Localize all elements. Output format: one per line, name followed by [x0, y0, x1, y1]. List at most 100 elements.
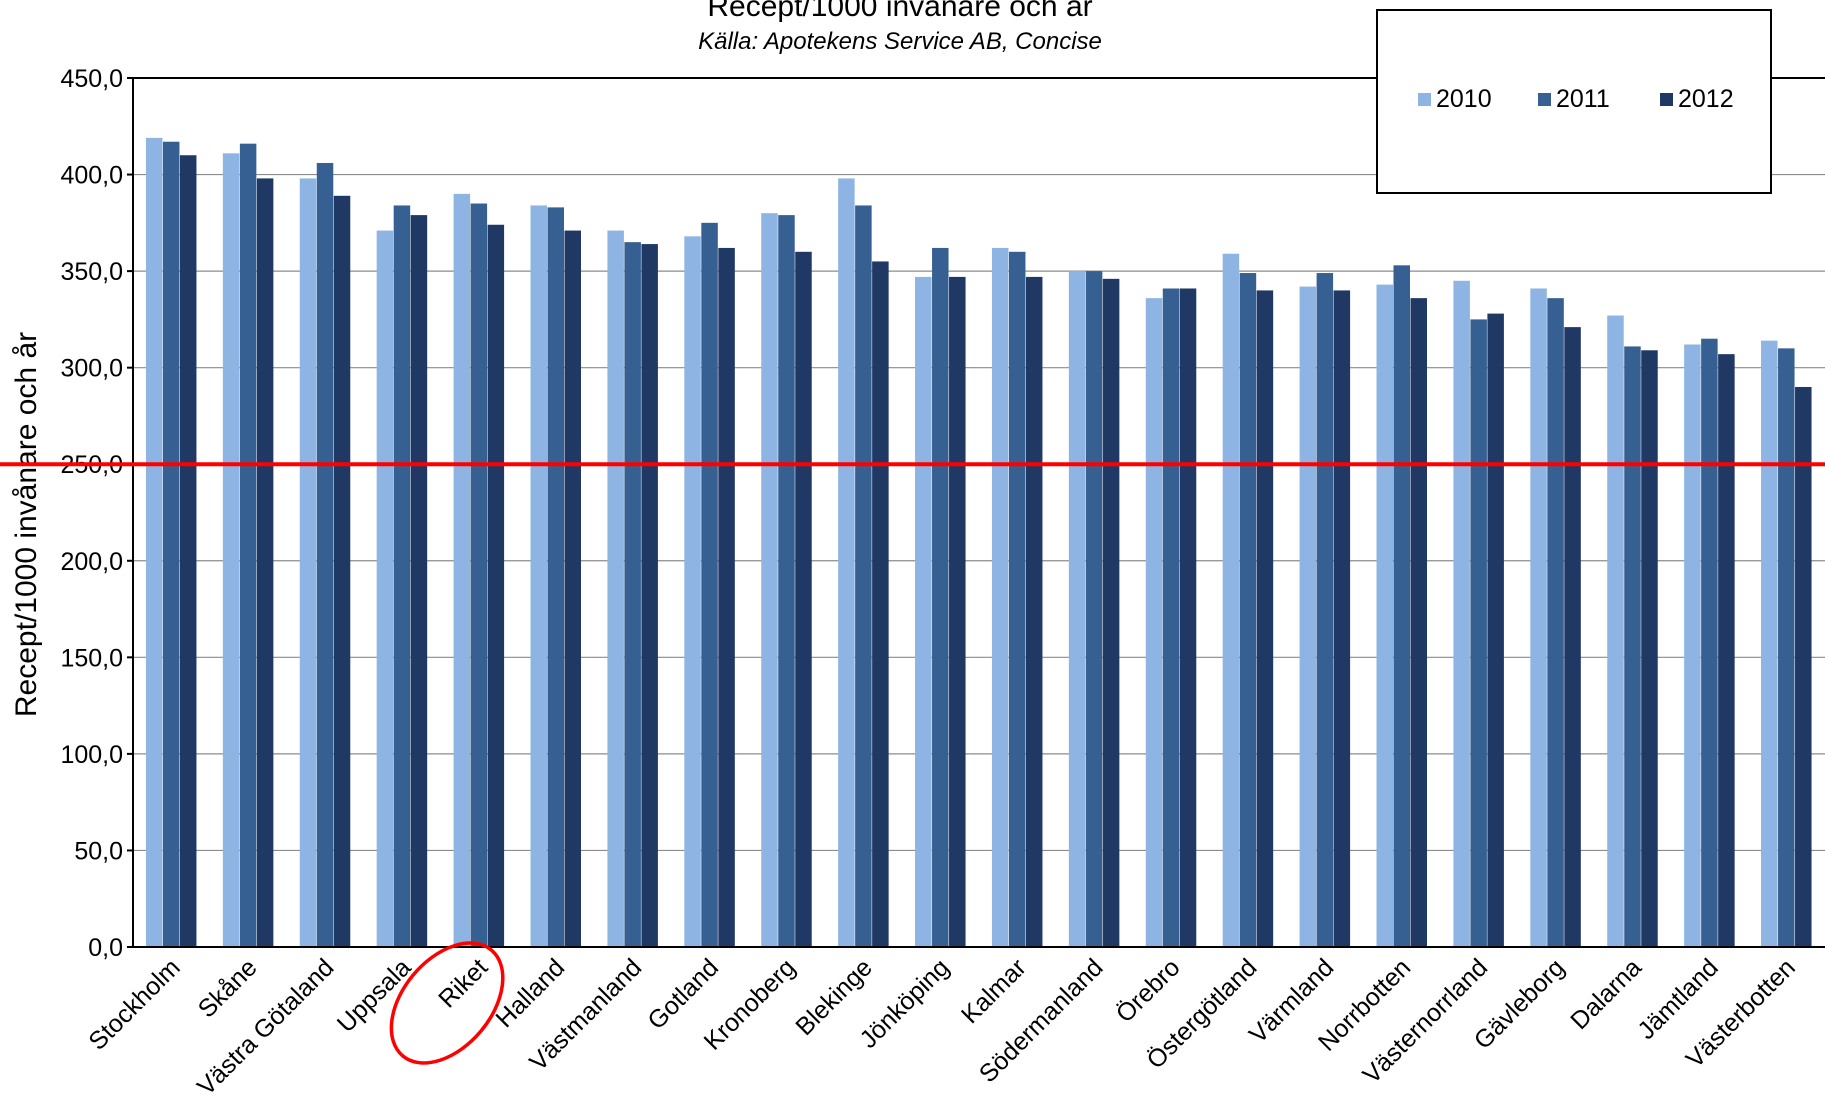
bar-2011-halland [547, 207, 564, 947]
bar-2012-jämtland [1718, 354, 1735, 947]
bar-2012-västernorrland [1487, 313, 1504, 947]
bar-2012-uppsala [410, 215, 428, 947]
bar-2010-örebro [1145, 298, 1163, 947]
y-tick-label: 300,0 [60, 355, 123, 383]
y-tick-label: 0,0 [88, 934, 123, 962]
legend-label-2011: 2011 [1556, 85, 1610, 113]
bar-2012-värmland [1333, 290, 1351, 947]
x-tick-label: Skåne [193, 953, 263, 1023]
bar-2011-östergötland [1239, 273, 1257, 947]
bar-2011-gotland [701, 222, 718, 948]
bar-2010-södermanland [1068, 271, 1086, 948]
bar-2011-uppsala [393, 205, 411, 947]
bar-2012-halland [564, 230, 581, 947]
bar-2012-västerbotten [1795, 386, 1812, 947]
bar-2011-jönköping [932, 247, 949, 948]
reference-overlay [0, 462, 1825, 1065]
legend-item-2012: 2012 [1660, 85, 1734, 114]
y-axis-title: Recept/1000 invånare och år [10, 332, 43, 717]
axes-layer [127, 77, 1825, 948]
bar-2011-södermanland [1085, 271, 1103, 948]
x-tick-label: Stockholm [83, 953, 185, 1055]
y-tick-label: 100,0 [60, 741, 123, 769]
bar-2010-jönköping [915, 276, 932, 948]
bar-2012-kronoberg [795, 251, 812, 948]
bar-2010-norrbotten [1376, 284, 1393, 947]
bar-2012-kalmar [1025, 276, 1043, 948]
bar-2011-norrbotten [1393, 265, 1410, 948]
legend-swatch-2011 [1538, 93, 1551, 106]
y-tick-label: 400,0 [60, 162, 123, 190]
bar-2010-halland [530, 205, 547, 947]
bar-2010-blekinge [838, 178, 855, 947]
bar-2012-gotland [718, 247, 735, 948]
bar-2012-norrbotten [1410, 298, 1427, 947]
y-tick-label: 150,0 [60, 644, 123, 672]
x-tick-label: Västra Götaland [192, 953, 340, 1101]
legend-item-2011: 2011 [1538, 85, 1610, 114]
bar-2010-dalarna [1607, 315, 1624, 947]
bar-2012-riket [487, 224, 505, 947]
x-tick-label: Uppsala [332, 953, 417, 1038]
highlight-circle [389, 941, 505, 1065]
bar-2011-blekinge [855, 205, 872, 947]
bar-2010-östergötland [1222, 253, 1240, 948]
bar-2010-kalmar [991, 247, 1009, 948]
bar-2010-gävleborg [1530, 288, 1547, 948]
bar-2012-stockholm [179, 155, 197, 947]
bar-2011-jämtland [1701, 338, 1718, 947]
bar-2012-västmanland [641, 244, 658, 947]
x-tick-label: Kalmar [956, 953, 1032, 1029]
y-tick-label: 450,0 [60, 65, 123, 93]
bar-2011-dalarna [1624, 346, 1641, 947]
legend-swatch-2012 [1660, 93, 1673, 106]
bar-2010-skåne [222, 153, 240, 947]
bar-2010-västernorrland [1453, 280, 1470, 947]
bar-2012-östergötland [1256, 290, 1274, 947]
bar-2010-riket [453, 193, 471, 947]
bar-2010-värmland [1299, 286, 1317, 947]
bar-2012-blekinge [872, 261, 889, 947]
bar-2012-södermanland [1102, 278, 1120, 947]
bar-2012-skåne [256, 178, 274, 947]
legend: 2010 2011 2012 [1376, 9, 1772, 194]
bar-2012-gävleborg [1564, 327, 1581, 947]
bar-2012-örebro [1179, 288, 1197, 948]
chart-title: Recept/1000 invånare och år [707, 0, 1093, 23]
bar-2010-stockholm [145, 137, 163, 947]
x-tick-label: Örebro [1111, 953, 1186, 1028]
legend-item-2010: 2010 [1418, 85, 1492, 114]
bar-2011-västerbotten [1778, 348, 1795, 947]
bar-2011-västra-götaland [316, 162, 334, 948]
y-tick-label: 350,0 [60, 258, 123, 286]
bar-2012-jönköping [949, 276, 966, 948]
bar-2011-riket [470, 203, 488, 947]
bar-2010-västerbotten [1761, 340, 1778, 947]
bar-2011-stockholm [162, 141, 180, 947]
bar-2011-västernorrland [1470, 319, 1487, 947]
bar-2011-örebro [1162, 288, 1180, 948]
bar-2012-västra-götaland [333, 195, 351, 947]
bar-2011-gävleborg [1547, 298, 1564, 947]
bar-2010-västmanland [607, 230, 624, 947]
bar-2011-västmanland [624, 242, 641, 948]
bar-2010-jämtland [1684, 344, 1701, 947]
chart-subtitle: Källa: Apotekens Service AB, Concise [698, 28, 1102, 55]
bar-2011-kalmar [1008, 251, 1026, 948]
bar-2012-dalarna [1641, 350, 1658, 948]
bar-2010-uppsala [376, 230, 394, 947]
bar-2010-västra-götaland [299, 178, 317, 947]
bar-2011-skåne [239, 143, 257, 947]
y-tick-label: 50,0 [74, 837, 123, 865]
legend-label-2012: 2012 [1678, 85, 1734, 113]
x-tick-label: Riket [433, 953, 493, 1013]
bar-2010-kronoberg [761, 213, 778, 947]
bar-2011-kronoberg [778, 215, 795, 947]
bars-layer [145, 137, 1812, 948]
y-tick-labels: 0,050,0100,0150,0200,0250,0300,0350,0400… [10, 65, 123, 962]
legend-swatch-2010 [1418, 93, 1431, 106]
legend-label-2010: 2010 [1436, 85, 1492, 113]
bar-2010-gotland [684, 236, 701, 948]
